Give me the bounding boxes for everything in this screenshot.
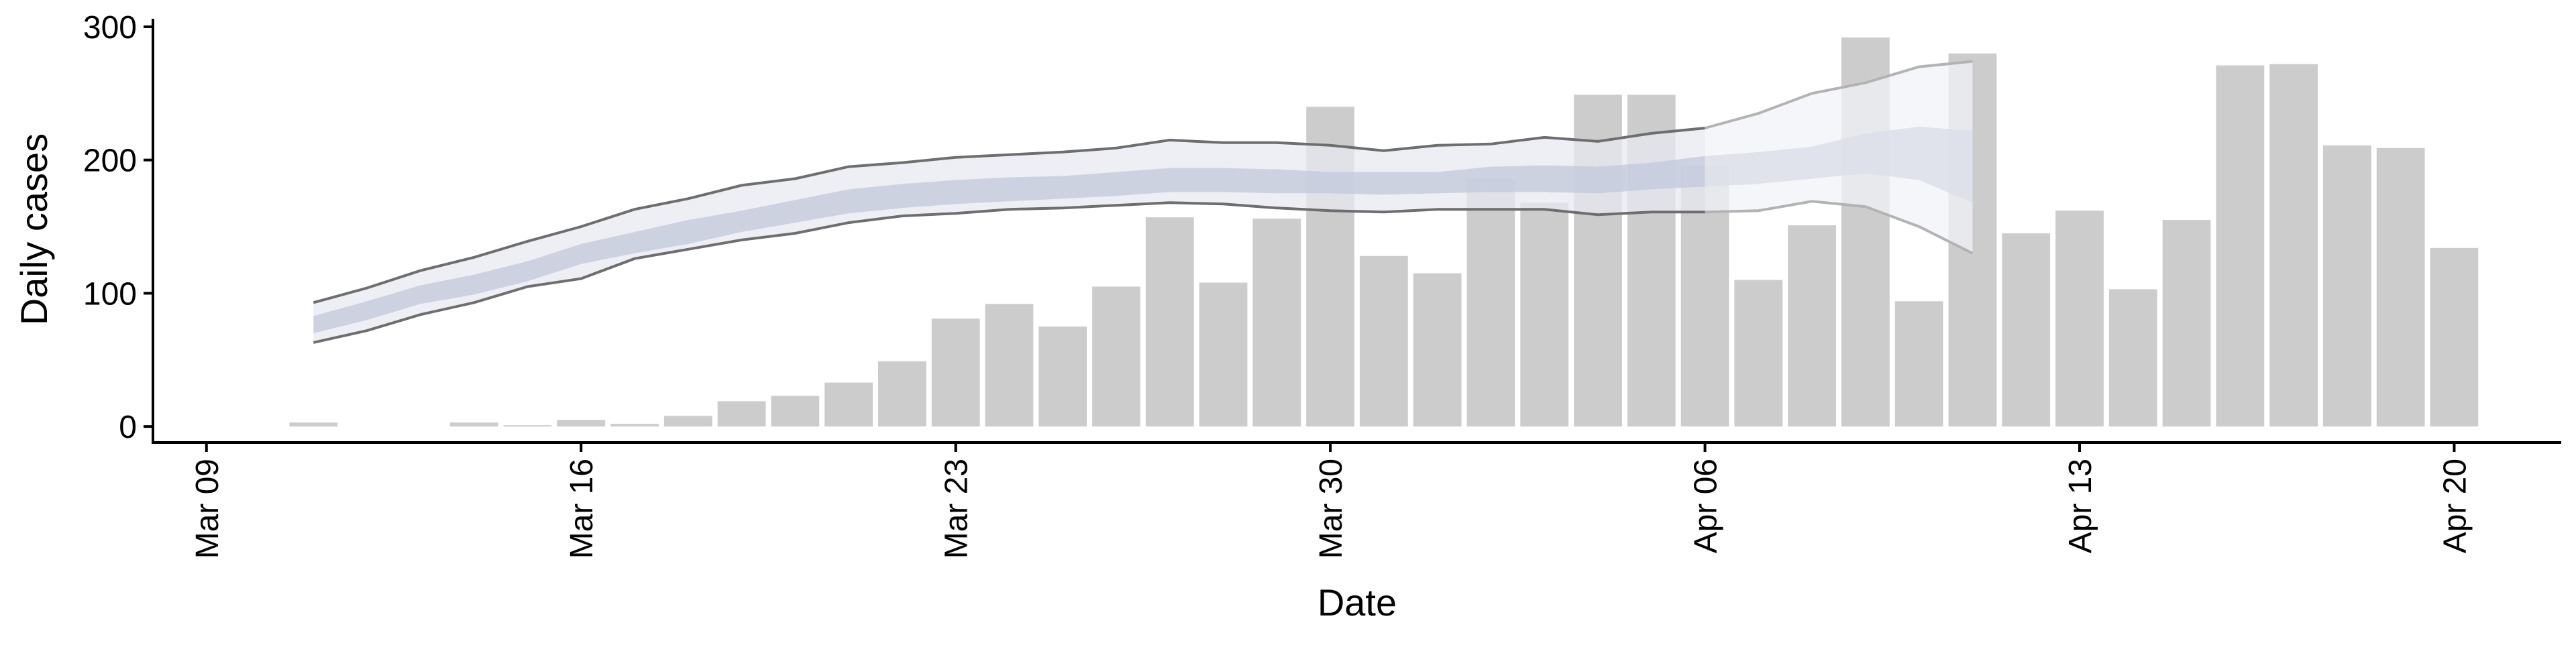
bar-2020-03-15 [503,425,552,427]
bar-2020-03-20 [771,396,820,427]
x-axis-title: Date [1318,581,1397,624]
bar-2020-03-25 [1038,327,1087,427]
bar-2020-04-01 [1413,273,1462,427]
bar-2020-04-13 [2055,211,2104,427]
bar-2020-04-17 [2269,64,2318,427]
y-tick-label-0: 0 [119,410,137,445]
bar-2020-03-19 [717,401,766,427]
x-ticks: Mar 09 Mar 16 Mar 23 Mar 30 Apr 06 Apr 13 Apr … [190,443,2473,558]
bar-2020-03-29 [1252,219,1301,427]
x-tick-label-2020-03-30: Mar 30 [1313,459,1349,558]
ribbon-upper-line-1 [1705,60,1973,129]
bar-2020-03-23 [931,318,980,427]
x-tick-label-2020-04-20: Apr 20 [2437,459,2473,553]
bar-2020-03-16 [557,420,606,427]
ribbon-inner-1 [1705,127,1973,203]
bar-2020-03-17 [610,424,659,427]
bar-2020-04-15 [2162,220,2211,427]
bar-2020-03-31 [1359,255,1408,427]
x-tick-label-2020-03-16: Mar 16 [564,459,600,558]
x-tick-label-2020-03-23: Mar 23 [939,459,975,558]
bar-2020-03-21 [824,382,873,427]
ribbon-lower-line-0 [313,201,1705,344]
y-axis-title: Daily cases [13,133,55,325]
y-ticks: 0 100 200 300 [83,10,153,445]
bar-2020-04-19 [2376,148,2425,427]
bar-2020-03-27 [1145,217,1194,427]
ribbons-layer [313,60,1974,344]
ribbon-lower-line-1 [1705,200,1974,255]
bar-2020-04-16 [2216,65,2265,427]
y-tick-label-100: 100 [83,276,137,312]
bar-2020-03-24 [985,304,1034,427]
bar-2020-04-20 [2430,247,2479,427]
bar-2020-03-26 [1092,286,1140,427]
bar-2020-04-07 [1734,280,1783,427]
bars-layer [289,37,2479,427]
ribbon-inner-0 [313,156,1705,333]
bar-2020-04-10 [1894,301,1943,427]
bar-2020-03-22 [877,361,926,427]
y-tick-label-200: 200 [83,143,137,179]
bar-2020-03-11 [289,422,338,427]
bar-2020-03-18 [663,416,712,427]
x-tick-label-2020-03-09: Mar 09 [190,459,225,558]
y-tick-label-300: 300 [83,10,137,46]
bar-2020-03-28 [1199,282,1248,427]
axes-layer [152,19,2561,444]
bar-2020-04-08 [1788,225,1837,427]
ribbon-upper-line-0 [313,127,1705,304]
x-tick-label-2020-04-13: Apr 13 [2063,459,2098,553]
bar-2020-04-14 [2108,289,2157,427]
bar-2020-04-18 [2322,145,2371,427]
bar-2020-04-02 [1466,178,1515,427]
bar-2020-04-12 [2002,233,2051,427]
x-tick-label-2020-04-06: Apr 06 [1688,459,1724,553]
bar-2020-03-14 [449,422,498,427]
bar-2020-04-03 [1520,202,1569,427]
